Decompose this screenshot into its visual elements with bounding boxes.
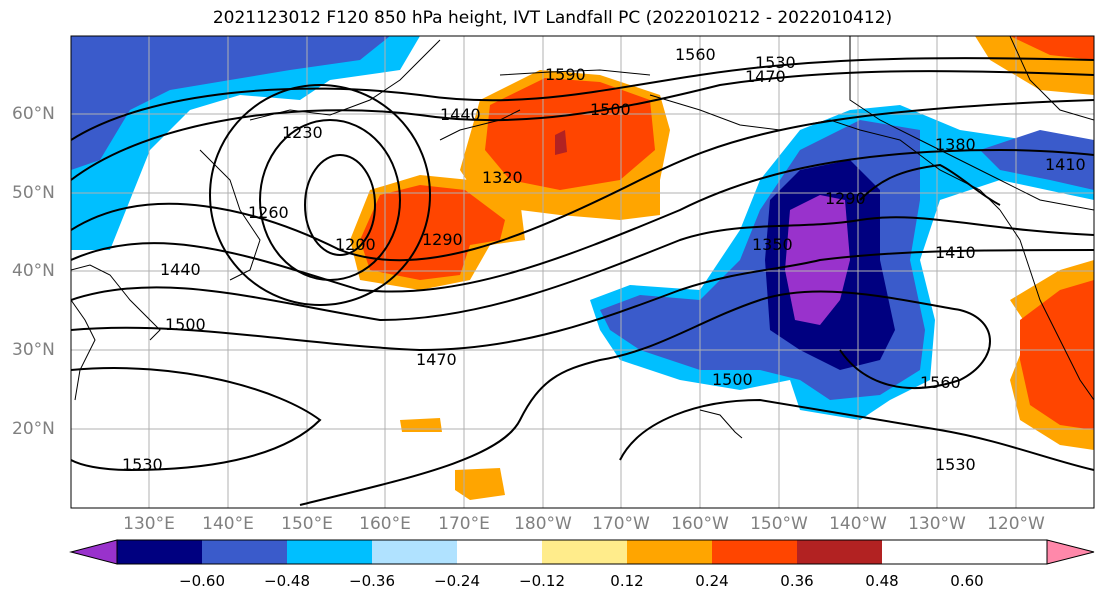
colorbar-tick: 0.12 <box>610 572 644 590</box>
lon-label: 170°E <box>438 514 490 534</box>
height-contours <box>71 57 1094 506</box>
contour-label: 1500 <box>165 315 206 334</box>
contour-label: 1350 <box>752 235 793 254</box>
contour-label: 1290 <box>825 189 866 208</box>
colorbar-segment <box>202 540 287 564</box>
lon-label: 180°W <box>514 514 572 534</box>
lon-label: 150°W <box>750 514 808 534</box>
contour-label: 1410 <box>935 243 976 262</box>
lat-label: 20°N <box>12 419 55 439</box>
contour-label: 1410 <box>1045 155 1086 174</box>
map-title: 2021123012 F120 850 hPa height, IVT Land… <box>212 8 893 28</box>
lon-label: 130°E <box>123 514 175 534</box>
lon-label: 140°E <box>202 514 254 534</box>
lat-label: 30°N <box>12 340 55 360</box>
colorbar-tick: 0.60 <box>950 572 984 590</box>
contour-label: 1560 <box>920 373 961 392</box>
contour-labels: 1560 1530 1470 1590 1500 1440 1230 1320 … <box>122 45 1086 474</box>
gridlines <box>71 36 1094 508</box>
lon-label: 160°E <box>359 514 411 534</box>
colorbar-segment <box>797 540 882 564</box>
colorbar-tick: 0.36 <box>780 572 814 590</box>
contour-label: 1590 <box>545 65 586 84</box>
lon-label: 120°W <box>987 514 1045 534</box>
contour-label: 1200 <box>335 235 376 254</box>
lon-label: 140°W <box>829 514 887 534</box>
lat-label: 50°N <box>12 183 55 203</box>
contour-label: 1470 <box>416 350 457 369</box>
contour-label: 1530 <box>122 455 163 474</box>
lat-label: 40°N <box>12 261 55 281</box>
contour-label: 1500 <box>712 370 753 389</box>
contour-label: 1500 <box>590 100 631 119</box>
lon-label: 150°E <box>281 514 333 534</box>
colorbar-tick: −0.12 <box>519 572 565 590</box>
contour-label: 1470 <box>745 67 786 86</box>
lon-label: 160°W <box>671 514 729 534</box>
colorbar-segment <box>542 540 627 564</box>
contour-label: 1560 <box>675 45 716 64</box>
colorbar-segment <box>627 540 712 564</box>
contour-label: 1530 <box>935 455 976 474</box>
colorbar-tick: −0.48 <box>264 572 310 590</box>
colorbar-tick: 0.48 <box>865 572 899 590</box>
colorbar-segment <box>712 540 797 564</box>
colorbar-segment <box>457 540 542 564</box>
contour-label: 1260 <box>248 203 289 222</box>
colorbar-segment <box>287 540 372 564</box>
plot-frame <box>70 35 1095 509</box>
lon-label: 170°W <box>592 514 650 534</box>
colorbar-tick: −0.60 <box>179 572 225 590</box>
contour-label: 1530 <box>755 53 796 72</box>
colorbar <box>69 539 1095 565</box>
colorbar-tick: −0.36 <box>349 572 395 590</box>
colorbar-segment <box>117 540 202 564</box>
contour-label: 1290 <box>422 230 463 249</box>
colorbar-tick: 0.24 <box>695 572 729 590</box>
contour-label: 1440 <box>160 260 201 279</box>
colorbar-segment <box>372 540 457 564</box>
lon-label: 130°W <box>908 514 966 534</box>
colorbar-tick: −0.24 <box>434 572 480 590</box>
contour-label: 1380 <box>935 135 976 154</box>
contour-label: 1230 <box>282 123 323 142</box>
contour-label: 1320 <box>482 168 523 187</box>
lat-label: 60°N <box>12 104 55 124</box>
contour-label: 1440 <box>440 105 481 124</box>
